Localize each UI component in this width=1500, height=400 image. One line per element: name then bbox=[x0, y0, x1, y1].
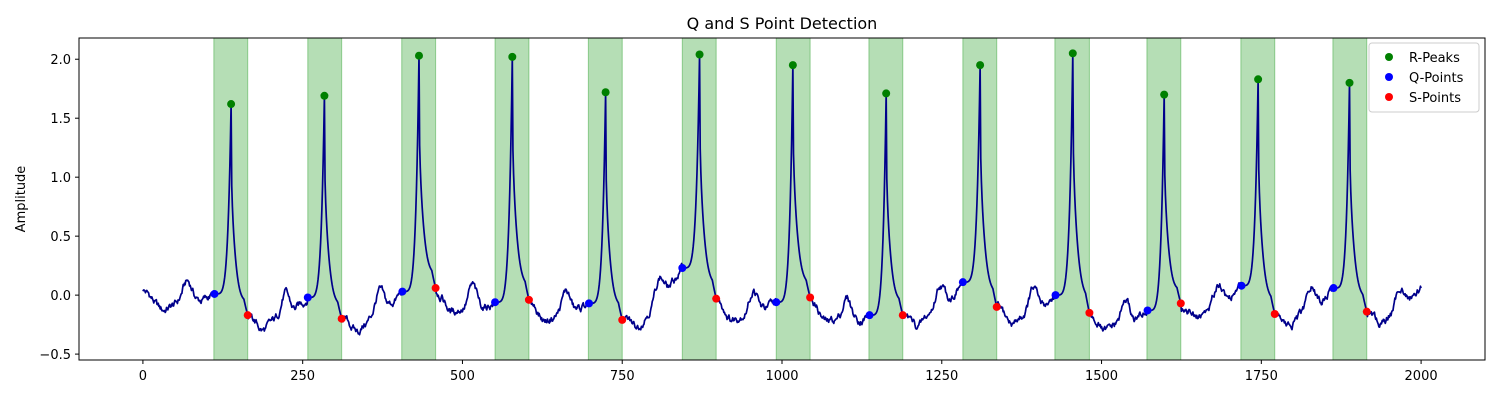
legend-box bbox=[1368, 42, 1480, 113]
qrs-region-7 bbox=[868, 37, 904, 361]
x-axis: 0 250 500 750 1000 1250 1500 1750 2000 bbox=[139, 360, 1438, 384]
x-tick-label-2: 500 bbox=[450, 369, 475, 384]
legend-label-q-point: Q-Points bbox=[1409, 71, 1464, 86]
y-tick-label-5: 2.0 bbox=[50, 53, 71, 68]
legend-label-r-peak-point: R-Peaks bbox=[1409, 51, 1460, 66]
qrs-region-0 bbox=[213, 37, 249, 361]
y-tick-label-2: 0.5 bbox=[50, 230, 71, 245]
x-tick-label-5: 1250 bbox=[925, 369, 958, 384]
y-axis: −0.5 0.0 0.5 1.0 1.5 2.0 bbox=[39, 53, 79, 363]
legend: R-Peaks Q-Points S-Points bbox=[1368, 42, 1480, 113]
x-tick-label-4: 1000 bbox=[765, 369, 798, 384]
x-tick-label-1: 250 bbox=[290, 369, 315, 384]
q-point-8 bbox=[958, 278, 967, 287]
y-tick-label-4: 1.5 bbox=[50, 112, 71, 127]
ecg-signal-line bbox=[142, 52, 1422, 336]
qrs-region-4 bbox=[587, 37, 623, 361]
s-point-8 bbox=[992, 302, 1001, 311]
r-peak-point-8 bbox=[976, 61, 985, 70]
r-peak-point-9 bbox=[1068, 49, 1077, 58]
r-peak-point-12 bbox=[1345, 78, 1354, 87]
qrs-region-10 bbox=[1146, 37, 1182, 361]
chart-title: Q and S Point Detection bbox=[687, 14, 878, 33]
r-peak-point-7 bbox=[882, 89, 891, 98]
x-tick-label-6: 1500 bbox=[1085, 369, 1118, 384]
q-point-11 bbox=[1237, 281, 1246, 290]
s-point-11 bbox=[1270, 310, 1279, 318]
detected-points bbox=[210, 49, 1371, 324]
q-point-0 bbox=[210, 289, 219, 298]
r-peak-point-2 bbox=[414, 51, 423, 60]
y-axis-label: Amplitude bbox=[14, 166, 29, 233]
y-tick-label-1: 0.0 bbox=[50, 289, 71, 304]
x-tick-label-8: 2000 bbox=[1405, 369, 1438, 384]
q-point-5 bbox=[678, 264, 687, 272]
s-point-2 bbox=[431, 284, 440, 293]
q-point-2 bbox=[398, 287, 407, 296]
q-point-7 bbox=[865, 311, 874, 320]
s-point-12 bbox=[1362, 307, 1371, 316]
x-tick-label-3: 750 bbox=[610, 369, 635, 384]
legend-marker-r-peak-point bbox=[1385, 53, 1393, 61]
y-tick-label-3: 1.0 bbox=[50, 171, 71, 186]
signal-group bbox=[142, 52, 1422, 336]
s-point-4 bbox=[618, 315, 627, 324]
r-peak-point-3 bbox=[508, 52, 517, 61]
y-tick-label-0: −0.5 bbox=[39, 348, 71, 363]
legend-marker-q-point bbox=[1385, 73, 1393, 81]
s-point-10 bbox=[1176, 299, 1185, 308]
r-peak-point-5 bbox=[695, 50, 704, 59]
q-point-6 bbox=[772, 298, 781, 307]
s-point-3 bbox=[524, 295, 533, 304]
q-point-10 bbox=[1143, 306, 1152, 315]
r-peak-point-6 bbox=[788, 61, 797, 70]
legend-marker-s-point bbox=[1385, 93, 1393, 101]
q-point-9 bbox=[1051, 291, 1060, 300]
s-point-9 bbox=[1085, 308, 1094, 317]
s-point-0 bbox=[243, 311, 252, 320]
q-point-12 bbox=[1329, 284, 1338, 293]
s-point-1 bbox=[337, 314, 346, 323]
qrs-region-1 bbox=[307, 37, 343, 361]
x-tick-label-0: 0 bbox=[139, 369, 147, 384]
r-peak-point-1 bbox=[320, 91, 329, 100]
r-peak-point-11 bbox=[1254, 75, 1263, 84]
r-peak-point-4 bbox=[601, 88, 610, 97]
q-point-1 bbox=[303, 293, 312, 302]
legend-label-s-point: S-Points bbox=[1409, 91, 1461, 106]
s-point-6 bbox=[806, 293, 815, 302]
s-point-7 bbox=[898, 311, 907, 320]
r-peak-point-0 bbox=[227, 100, 236, 109]
q-point-4 bbox=[584, 299, 593, 308]
s-point-5 bbox=[712, 294, 721, 303]
r-peak-point-10 bbox=[1160, 90, 1169, 99]
q-point-3 bbox=[491, 298, 500, 307]
x-tick-label-7: 1750 bbox=[1245, 369, 1278, 384]
